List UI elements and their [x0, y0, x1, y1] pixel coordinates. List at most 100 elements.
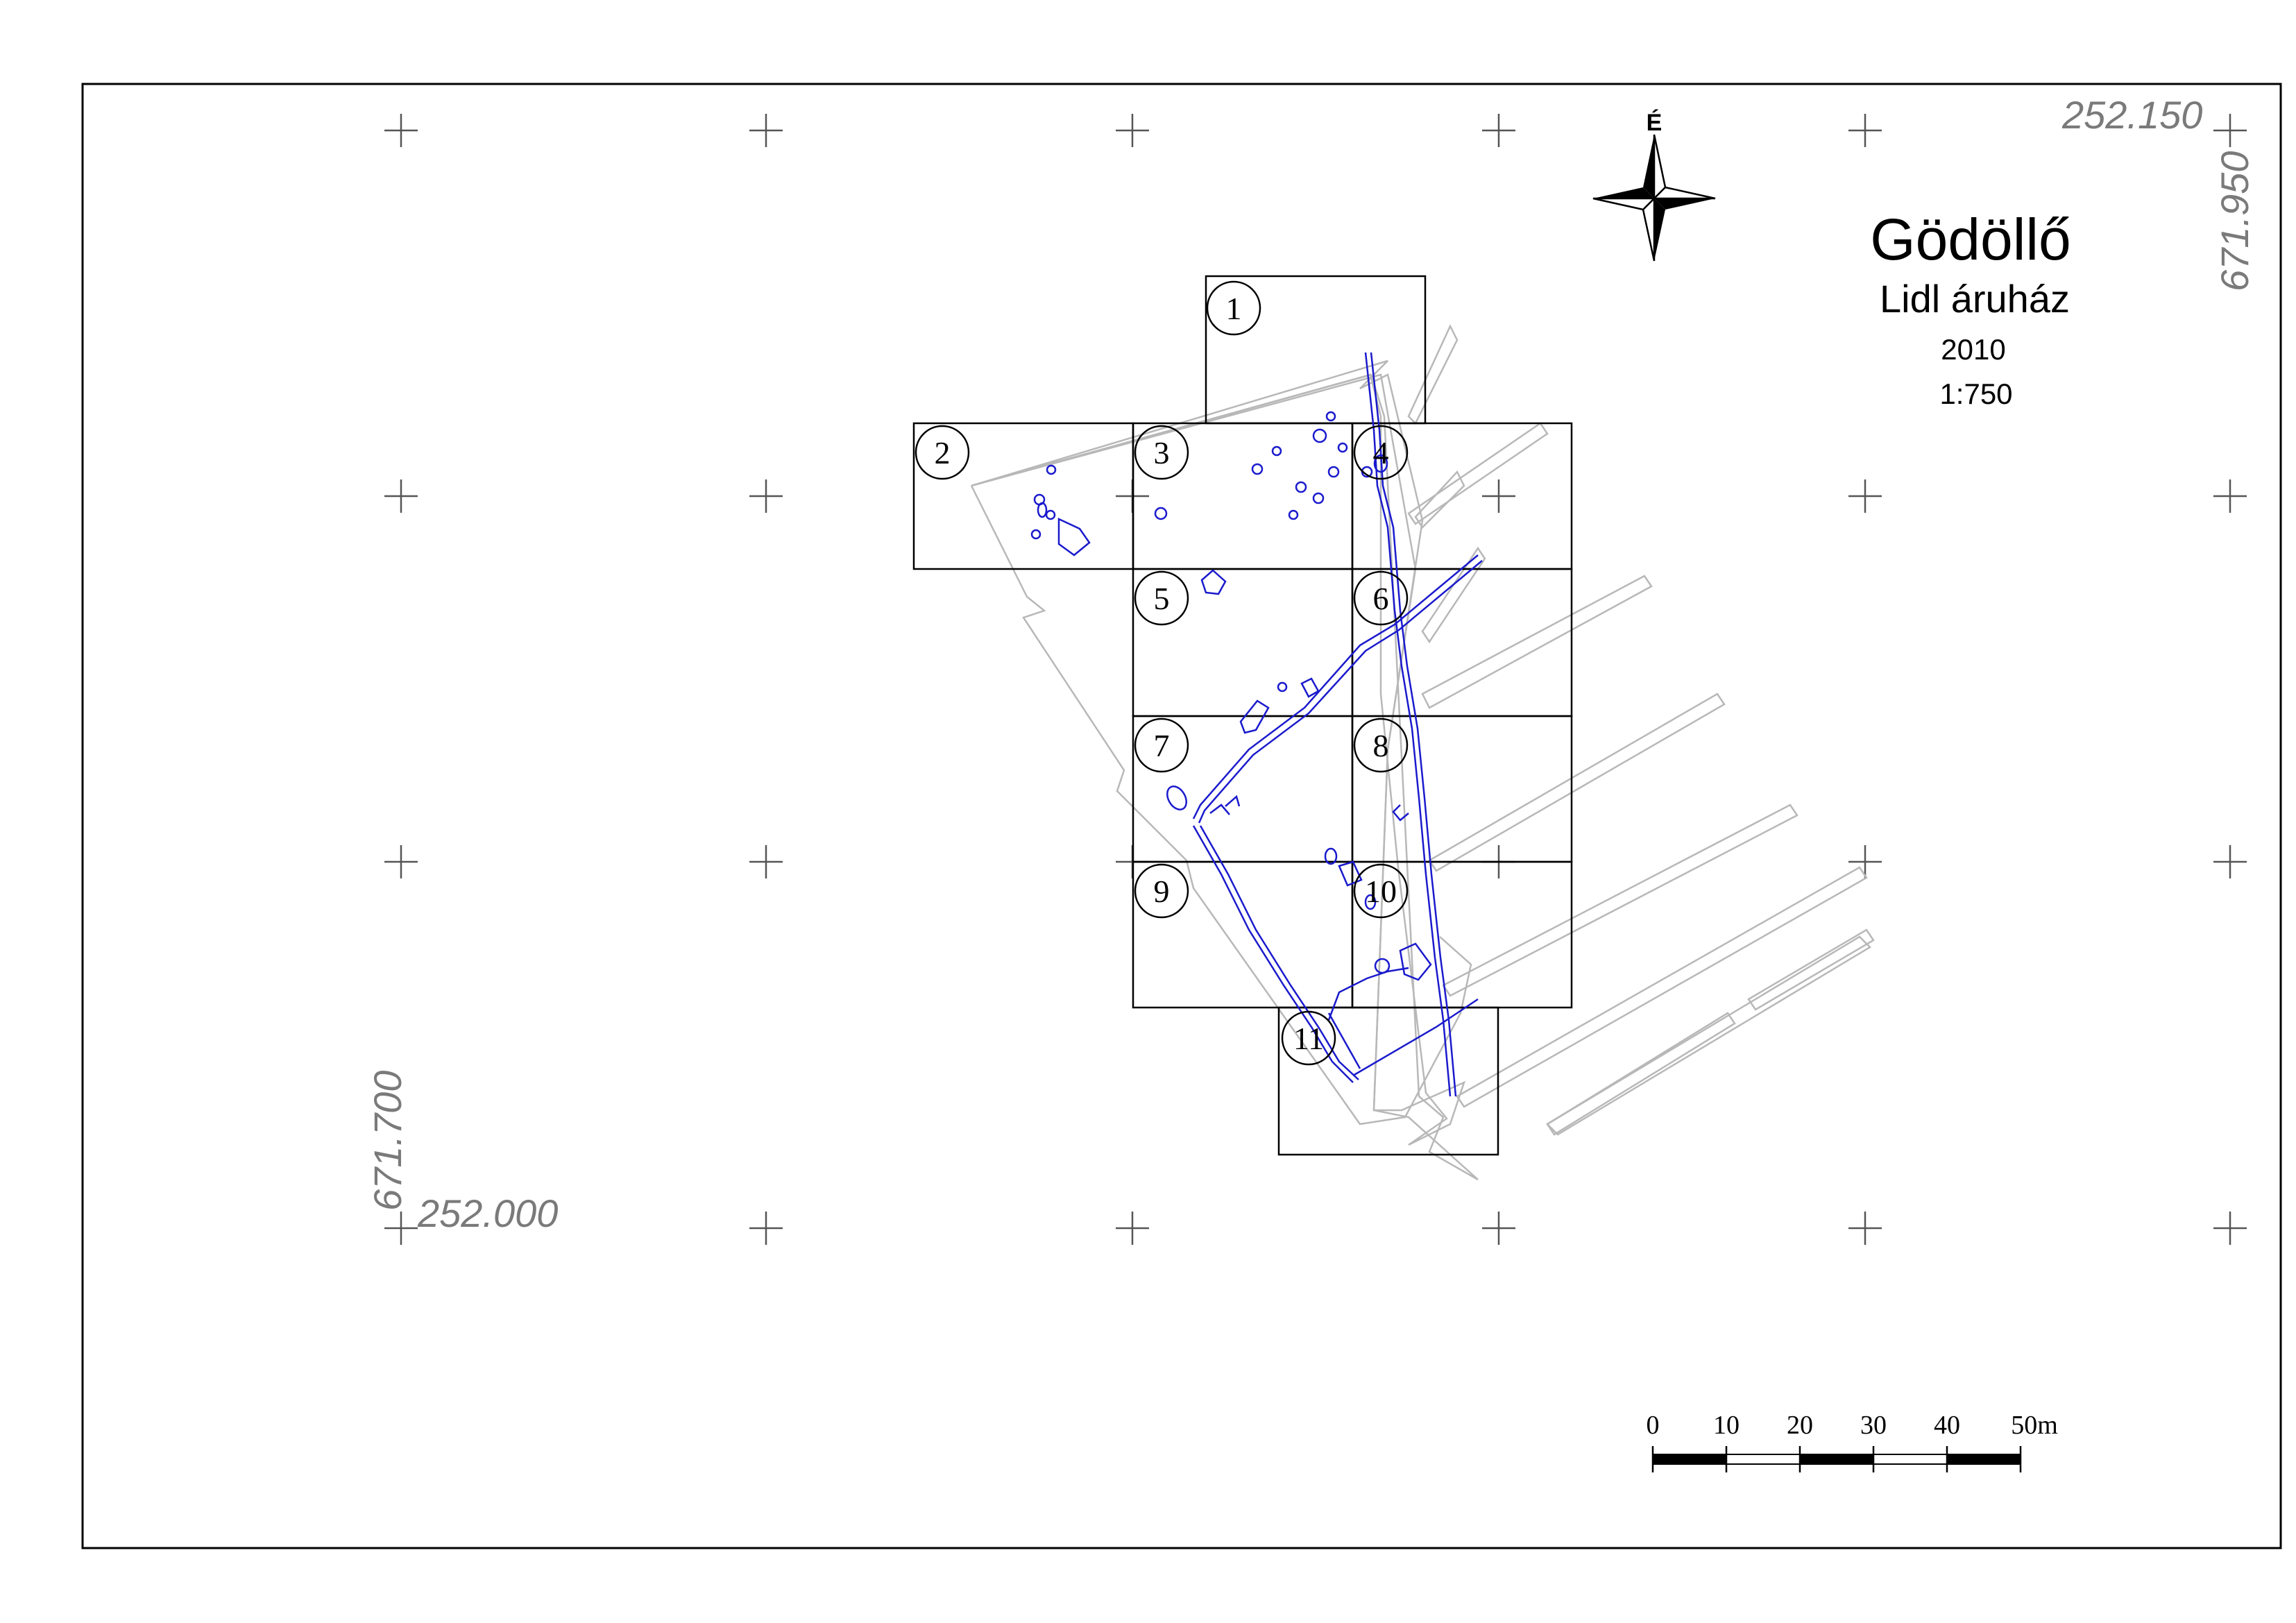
scale-bar-label: 40: [1934, 1411, 1960, 1440]
sheet-number-label: 8: [1373, 728, 1389, 763]
sheet-number-circle: [915, 425, 970, 480]
pit: [1225, 794, 1241, 807]
grid-cross-icon: [384, 1212, 418, 1245]
scale-bar-label: 0: [1647, 1411, 1660, 1440]
pit: [1312, 492, 1325, 504]
scale-bar-label: 50m: [2011, 1411, 2058, 1440]
pit: [1374, 958, 1391, 974]
grid-cross-icon: [749, 114, 783, 147]
pit: [1277, 681, 1288, 692]
grid-cross-icon: [1116, 114, 1149, 147]
sheet-number-label: 5: [1154, 581, 1170, 616]
grid-cross-icon: [749, 479, 783, 513]
map-scale: 1:750: [1939, 377, 2012, 410]
sheet-number-circle: [1134, 570, 1189, 626]
features: [1030, 352, 1483, 1097]
house-feature: [1399, 942, 1432, 981]
map-frame: [81, 83, 2282, 1549]
pit: [1251, 463, 1264, 475]
grid-cross-icon: [1848, 1212, 1882, 1245]
building-strip-3: [1428, 692, 1726, 872]
oval-pit: [1239, 699, 1270, 734]
sheet-number-label: 4: [1373, 435, 1389, 470]
sheet-grid: [912, 275, 1573, 1156]
sheet-number-circle: [1206, 280, 1261, 336]
ditch-south-loop: [1327, 967, 1409, 1021]
pit: [1166, 785, 1187, 810]
pit: [1392, 804, 1409, 822]
excavation-outline-west: [971, 359, 1466, 1146]
grid-crosses: [384, 114, 2247, 1245]
square-pit: [1300, 677, 1320, 698]
north-arrow-icon: [1592, 134, 1716, 262]
scale-bar-segment: [1873, 1454, 1948, 1465]
sheet-number-label: 3: [1154, 435, 1170, 470]
grid-cross-icon: [2213, 1212, 2247, 1245]
sheet-number-label: 10: [1365, 874, 1397, 909]
sheet-number-label: 2: [935, 435, 951, 470]
pit: [1046, 464, 1057, 475]
ditch-south-link: [1327, 1012, 1361, 1069]
sheet-number-circle: [1134, 863, 1189, 919]
sheet-number-circle: [1134, 425, 1189, 480]
grid-cross-icon: [1848, 479, 1882, 513]
pit: [1373, 454, 1388, 473]
building-strip-2: [1421, 575, 1653, 709]
sheet-number-label: 11: [1293, 1021, 1324, 1056]
grid-cross-icon: [1116, 1212, 1149, 1245]
sheet-11: [1277, 1006, 1499, 1156]
sheet-number-label: 1: [1226, 291, 1242, 326]
building-strip-7: [1747, 928, 1875, 1011]
grid-cross-icon: [1848, 114, 1882, 147]
grid-cross-icon: [1482, 114, 1515, 147]
grid-cross-icon: [749, 1212, 783, 1245]
sheet-number-circle: [1134, 717, 1189, 773]
square-pit: [1200, 569, 1227, 595]
map-subtitle: Lidl áruház: [1880, 277, 2070, 321]
grid-cross-icon: [1482, 1212, 1515, 1245]
scale-bar-label: 10: [1713, 1411, 1740, 1440]
grid-cross-icon: [2213, 479, 2247, 513]
coord-top-right-northing: 671.950: [2213, 151, 2256, 291]
scale-bar-label: 20: [1787, 1411, 1813, 1440]
sheet-number-circle: [1281, 1010, 1336, 1066]
scale-bar-segment: [1946, 1454, 2021, 1465]
ditch-diagonal-a: [1192, 554, 1479, 819]
north-label: É: [1647, 110, 1663, 136]
sheet-number-label: 7: [1154, 728, 1170, 763]
coord-bottom-left-easting: 252.000: [417, 1191, 558, 1235]
site-boundary: [970, 485, 1472, 1125]
map-title: Gödöllő: [1870, 207, 2071, 272]
building-strip-11: [1407, 422, 1549, 525]
sheet-number-label: 9: [1154, 874, 1170, 909]
sheet-number-circle: [1353, 863, 1409, 919]
scale-bar-segment: [1652, 1454, 1727, 1465]
building-strip-8: [1546, 1012, 1736, 1136]
scale-bar-label: 30: [1860, 1411, 1887, 1440]
grid-cross-icon: [2213, 114, 2247, 147]
sheet-number-circle: [1353, 717, 1409, 773]
sheet-labels: 1 2 3 4 5 6 7 8 9 10 11: [915, 280, 1409, 1066]
sheet-number-circle: [1353, 570, 1409, 626]
grid-cross-icon: [2213, 845, 2247, 878]
building-strip-1: [1414, 470, 1465, 529]
building-strip-10: [1421, 546, 1486, 644]
ditch-north-south-b: [1370, 352, 1457, 1097]
pit: [1209, 804, 1230, 815]
map-year: 2010: [1941, 333, 2005, 366]
ditch-south-cross: [1352, 998, 1479, 1077]
pit: [1364, 894, 1377, 910]
scale-bar: 0 10 20 30 40 50m: [1647, 1411, 2058, 1472]
pit: [1324, 847, 1338, 865]
scale-bar-segment: [1726, 1454, 1801, 1465]
grid-cross-icon: [1482, 479, 1515, 513]
building-strip-4: [1442, 804, 1798, 997]
grid-cross-icon: [749, 845, 783, 878]
pit: [1154, 507, 1168, 520]
pit: [1288, 509, 1299, 520]
coord-bottom-left-northing: 671.700: [366, 1071, 409, 1211]
ditch-north-south-a: [1364, 352, 1452, 1097]
pit: [1327, 466, 1340, 478]
coord-top-right-easting: 252.150: [2061, 93, 2202, 137]
ditch-diagonal-b: [1198, 560, 1483, 824]
